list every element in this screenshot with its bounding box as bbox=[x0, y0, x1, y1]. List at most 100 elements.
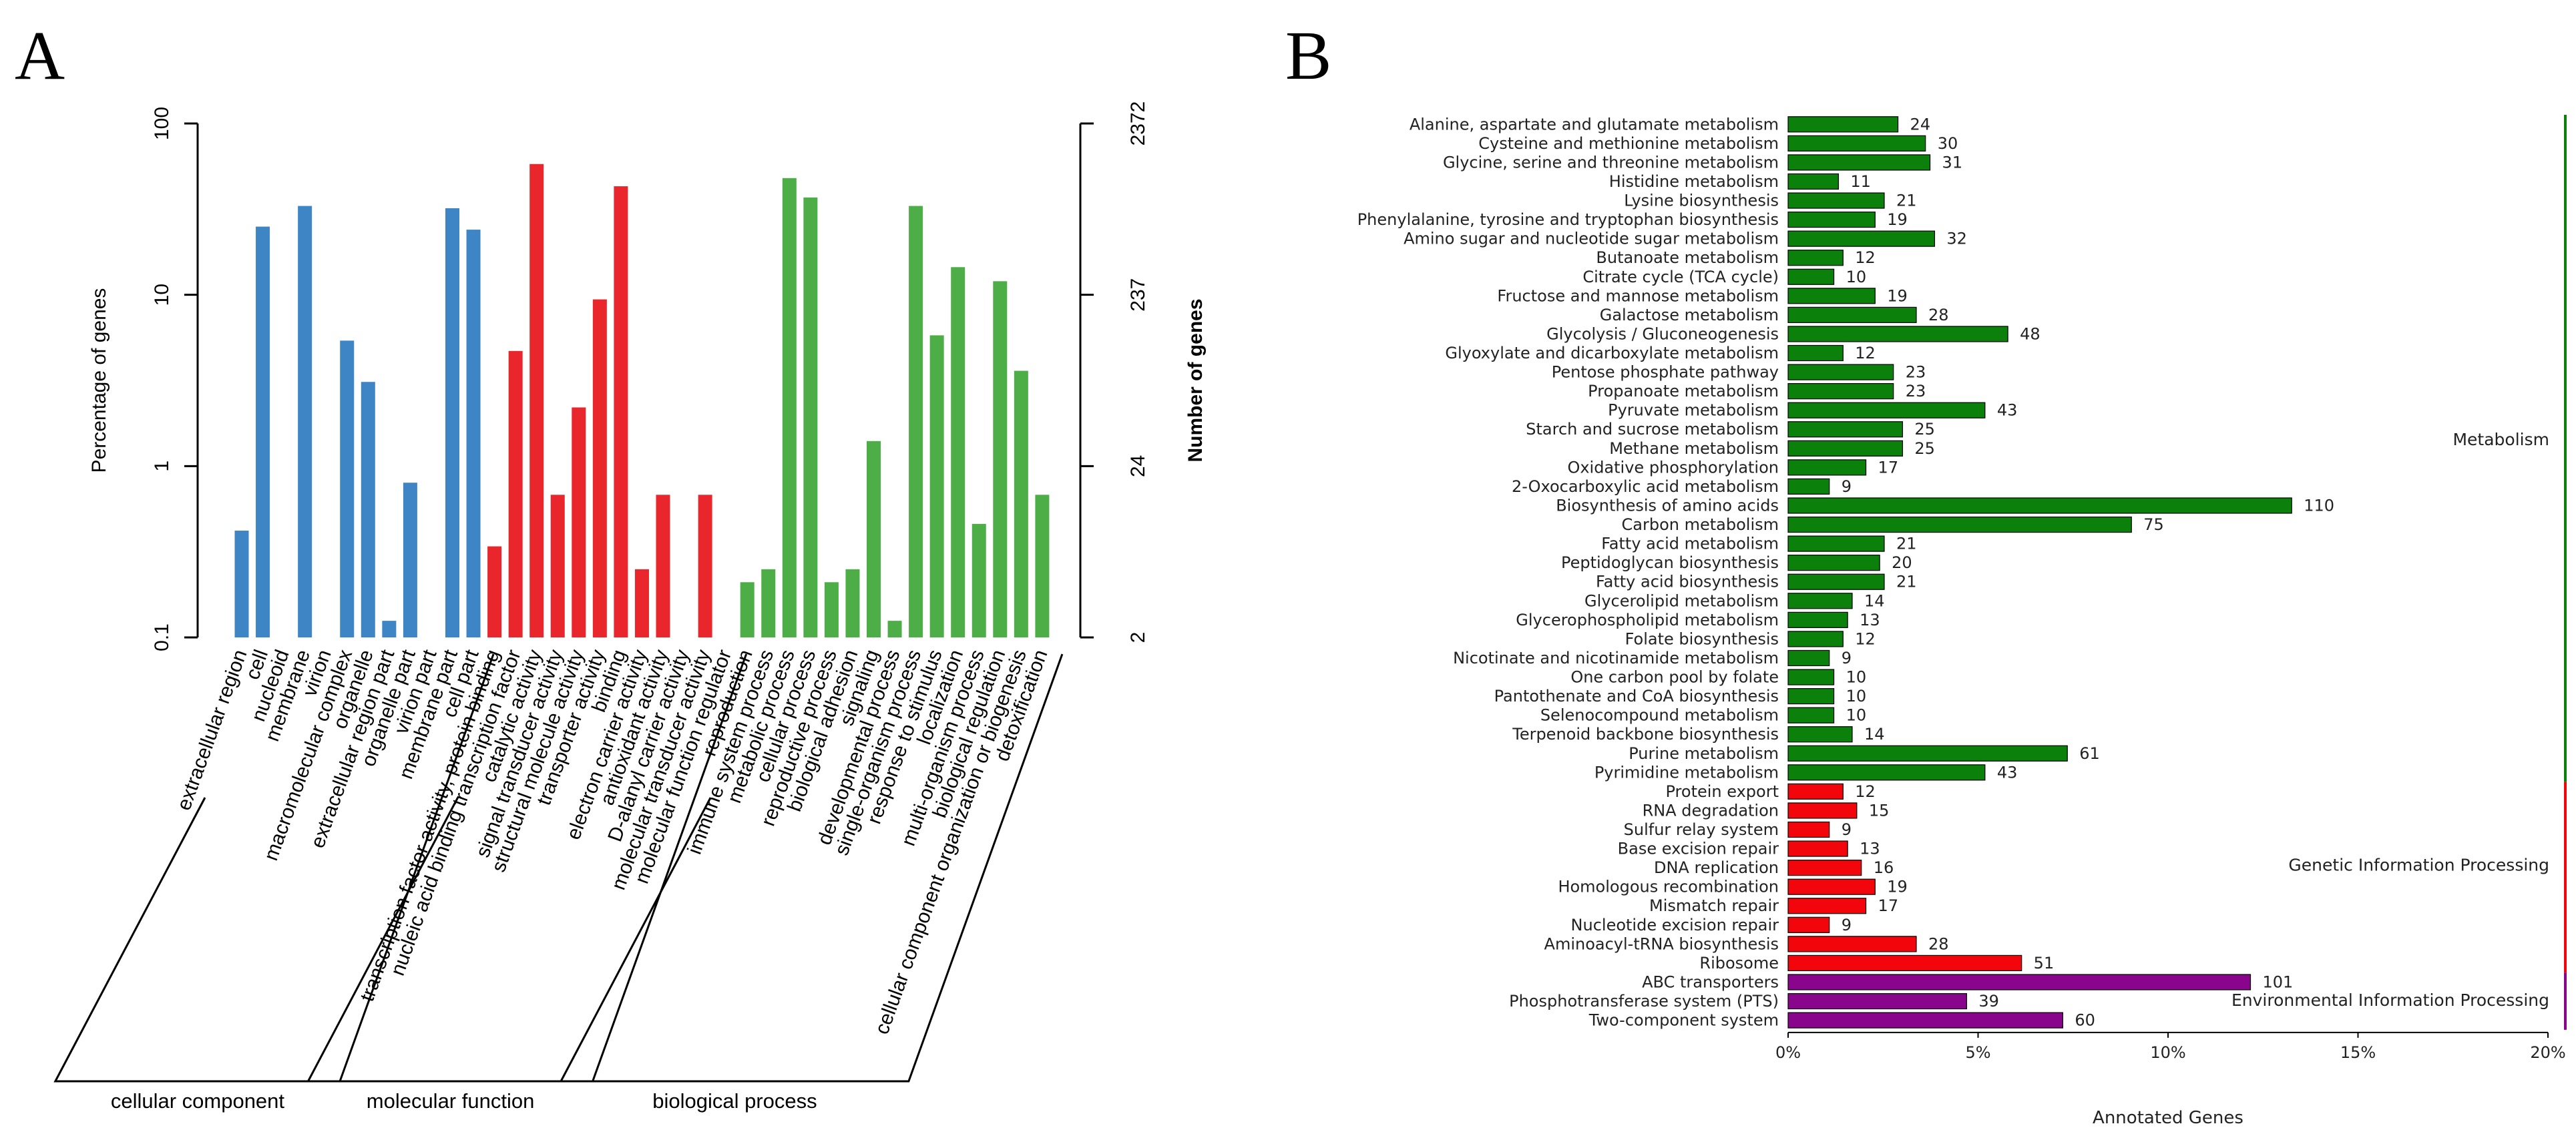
kegg-count-label: 25 bbox=[1914, 439, 1935, 458]
kegg-term-label: Glycerolipid metabolism bbox=[1584, 591, 1779, 610]
kegg-term-label: Glycine, serine and threonine metabolism bbox=[1443, 153, 1779, 172]
go-bar-biological-regulation bbox=[993, 281, 1008, 637]
kegg-count-label: 31 bbox=[1942, 153, 1963, 172]
category-label-metabolism: Metabolism bbox=[2452, 430, 2549, 449]
kegg-bar-cysteine-and-methionine-metabolism bbox=[1787, 135, 1926, 152]
kegg-term-label: Fructose and mannose metabolism bbox=[1497, 286, 1779, 305]
kegg-x-tick-label: 10% bbox=[2150, 1043, 2185, 1062]
kegg-bar-pantothenate-and-coa-biosynthesis bbox=[1787, 687, 1835, 705]
kegg-term-label: Biosynthesis of amino acids bbox=[1556, 496, 1779, 515]
kegg-bar-starch-and-sucrose-metabolism bbox=[1787, 421, 1904, 438]
kegg-term-label: Carbon metabolism bbox=[1622, 515, 1779, 534]
kegg-x-tick-label: 20% bbox=[2530, 1043, 2565, 1062]
go-bar-reproduction bbox=[740, 582, 755, 637]
go-bar-localization bbox=[951, 267, 965, 637]
left-y-tick-label: 10 bbox=[151, 284, 173, 306]
left-y-tick-label: 1 bbox=[151, 461, 173, 472]
kegg-x-axis-title: Annotated Genes bbox=[2093, 1108, 2243, 1128]
kegg-bar-histidine-metabolism bbox=[1787, 173, 1840, 190]
right-y-tick-label: 237 bbox=[1127, 278, 1149, 312]
go-bar-molecular-transducer-activity bbox=[698, 495, 712, 637]
kegg-term-label: Glyoxylate and dicarboxylate metabolism bbox=[1445, 344, 1779, 362]
kegg-bar-aminoacyl-trna-biosynthesis bbox=[1787, 936, 1917, 952]
kegg-count-label: 51 bbox=[2034, 954, 2055, 972]
right-y-tick-label: 24 bbox=[1127, 455, 1149, 477]
kegg-count-label: 48 bbox=[2020, 324, 2041, 343]
kegg-count-label: 43 bbox=[1997, 401, 2018, 420]
kegg-bar-galactose-metabolism bbox=[1787, 306, 1917, 323]
kegg-bar-citrate-cycle-tca-cycle bbox=[1787, 268, 1835, 285]
go-bar-membrane bbox=[298, 206, 312, 637]
go-bar-organelle bbox=[361, 382, 375, 637]
kegg-count-label: 9 bbox=[1842, 649, 1852, 667]
go-bar-organelle-part bbox=[403, 483, 417, 637]
go-bar-electron-carrier-activity bbox=[634, 569, 649, 637]
kegg-term-label: Fatty acid metabolism bbox=[1601, 535, 1779, 553]
group-label-cellular-component: cellular component bbox=[111, 1089, 285, 1113]
kegg-bar-protein-export bbox=[1787, 783, 1844, 800]
kegg-bar-glycine-serine-and-threonine-metabolism bbox=[1787, 154, 1931, 171]
left-y-tick-label: 100 bbox=[151, 107, 173, 140]
kegg-count-label: 9 bbox=[1842, 916, 1852, 934]
y-axis-title: Percentage of genes bbox=[88, 288, 110, 473]
kegg-count-label: 10 bbox=[1846, 706, 1867, 725]
kegg-term-label: Folate biosynthesis bbox=[1625, 629, 1779, 648]
kegg-count-label: 15 bbox=[1869, 801, 1890, 820]
go-bar-single-organism-process bbox=[909, 206, 923, 637]
go-term-label: extracellular region bbox=[173, 647, 252, 813]
kegg-term-label: Base excision repair bbox=[1618, 840, 1779, 858]
kegg-term-label: Phenylalanine, tyrosine and tryptophan b… bbox=[1357, 210, 1779, 229]
kegg-term-label: Butanoate metabolism bbox=[1596, 248, 1779, 267]
go-bar-membrane-part bbox=[445, 208, 459, 638]
kegg-count-label: 13 bbox=[1860, 840, 1880, 858]
kegg-x-tick-label: 0% bbox=[1775, 1043, 1801, 1062]
kegg-term-label: Pyrimidine metabolism bbox=[1594, 763, 1779, 782]
kegg-bar-nicotinate-and-nicotinamide-metabolism bbox=[1787, 649, 1830, 667]
kegg-term-label: Nicotinate and nicotinamide metabolism bbox=[1453, 649, 1779, 667]
kegg-bar-amino-sugar-and-nucleotide-sugar-metabolism bbox=[1787, 230, 1936, 247]
kegg-count-label: 14 bbox=[1864, 591, 1885, 610]
go-bar-cellular-process bbox=[803, 197, 818, 637]
kegg-term-label: RNA degradation bbox=[1643, 801, 1779, 820]
kegg-bar-base-excision-repair bbox=[1787, 840, 1848, 857]
kegg-term-label: Pyruvate metabolism bbox=[1608, 401, 1779, 420]
go-bar-immune-system-process bbox=[761, 569, 776, 637]
kegg-term-label: Pantothenate and CoA biosynthesis bbox=[1494, 687, 1779, 705]
category-label-genetic-information-processing: Genetic Information Processing bbox=[2288, 855, 2549, 874]
kegg-term-label: Ribosome bbox=[1699, 954, 1779, 972]
kegg-bar-2-oxocarboxylic-acid-metabolism bbox=[1787, 478, 1830, 495]
kegg-bar-carbon-metabolism bbox=[1787, 516, 2132, 533]
go-bar-binding bbox=[614, 186, 628, 637]
kegg-bar-chart: Alanine, aspartate and glutamate metabol… bbox=[1357, 115, 2567, 1128]
kegg-count-label: 30 bbox=[1938, 134, 1958, 153]
go-bar-cell bbox=[256, 226, 270, 638]
kegg-count-label: 110 bbox=[2304, 496, 2334, 515]
category-label-environmental-information-processing: Environmental Information Processing bbox=[2231, 990, 2549, 1010]
kegg-term-label: Protein export bbox=[1666, 782, 1779, 801]
kegg-bar-pyrimidine-metabolism bbox=[1787, 764, 1986, 781]
kegg-bar-terpenoid-backbone-biosynthesis bbox=[1787, 726, 1853, 743]
kegg-count-label: 12 bbox=[1855, 782, 1876, 801]
go-bar-metabolic-process bbox=[782, 178, 797, 637]
kegg-term-label: ABC transporters bbox=[1642, 972, 1779, 991]
kegg-term-label: Methane metabolism bbox=[1609, 439, 1779, 458]
kegg-count-label: 12 bbox=[1855, 344, 1876, 362]
kegg-count-label: 23 bbox=[1906, 382, 1926, 400]
kegg-term-label: Glycerophospholipid metabolism bbox=[1516, 611, 1779, 629]
panel-label-a: A bbox=[15, 17, 65, 94]
kegg-bar-propanoate-metabolism bbox=[1787, 383, 1894, 400]
kegg-count-label: 60 bbox=[2075, 1011, 2095, 1030]
kegg-count-label: 19 bbox=[1887, 878, 1908, 896]
kegg-bar-fructose-and-mannose-metabolism bbox=[1787, 288, 1876, 304]
kegg-count-label: 39 bbox=[1978, 992, 1999, 1011]
go-bar-transcription-factor-activity-protein-binding bbox=[487, 546, 502, 637]
kegg-bar-glycolysis-gluconeogenesis bbox=[1787, 326, 2008, 342]
kegg-bar-methane-metabolism bbox=[1787, 440, 1904, 457]
kegg-bar-purine-metabolism bbox=[1787, 745, 2068, 762]
kegg-count-label: 21 bbox=[1896, 535, 1917, 553]
go-bar-extracellular-region bbox=[234, 531, 249, 637]
kegg-count-label: 28 bbox=[1928, 934, 1949, 953]
kegg-bar-glycerolipid-metabolism bbox=[1787, 593, 1853, 609]
kegg-count-label: 32 bbox=[1946, 230, 1967, 248]
kegg-bar-phenylalanine-tyrosine-and-tryptophan-biosynthesis bbox=[1787, 211, 1876, 228]
